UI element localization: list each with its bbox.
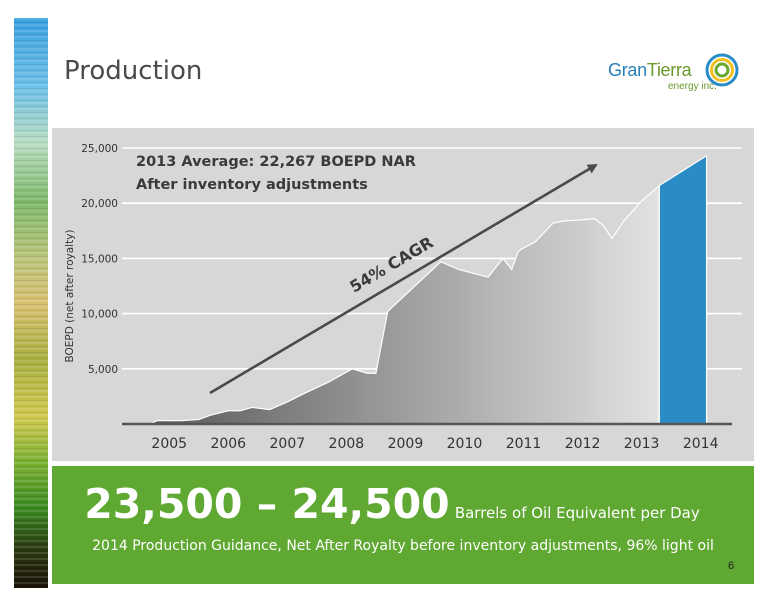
company-logo: GranTierra energy inc. [606,50,739,100]
logo-text-tierra: Tierra [646,60,692,80]
guidance-headline: 23,500 – 24,500 Barrels of Oil Equivalen… [72,480,712,528]
guidance-number: 23,500 – 24,500 [84,480,450,528]
y-tick-label: 5,000 [88,364,118,376]
decorative-stripe [14,18,48,588]
y-tick-label: 15,000 [81,253,118,265]
x-tick-label: 2005 [151,436,187,452]
y-tick-label: 25,000 [81,143,118,155]
x-tick-label: 2007 [270,436,306,452]
page-number: 6 [728,560,735,572]
y-tick-label: 20,000 [81,198,118,210]
production-chart: 5,000 10,000 15,000 20,000 25,000 2005 2006 200… [64,143,742,452]
area-2014-guidance [658,154,708,425]
guidance-unit: Barrels of Oil Equivalent per Day [454,504,700,522]
logo-rings-icon [705,53,739,87]
chart-panel: 5,000 10,000 15,000 20,000 25,000 2005 2006 200… [52,128,754,461]
x-tick-label: 2013 [624,436,660,452]
area-historical-series [150,184,660,425]
x-tick-label: 2011 [506,436,542,452]
logo-text-gran: Gran [608,60,647,80]
x-tick-label: 2009 [388,436,424,452]
y-tick-label: 10,000 [81,309,118,321]
x-tick-label: 2010 [447,436,483,452]
logo-text: GranTierra [608,60,692,81]
x-tick-label: 2014 [683,436,719,452]
x-tick-label: 2012 [565,436,601,452]
page-title: Production [64,56,203,86]
annotation-2013-average: 2013 Average: 22,267 BOEPD NAR [136,154,416,170]
x-tick-label: 2008 [329,436,365,452]
logo-subtitle: energy inc. [668,81,717,92]
annotation-inventory: After inventory adjustments [136,177,368,193]
cagr-arrow [209,163,598,395]
x-tick-label: 2006 [210,436,246,452]
guidance-box [52,466,754,584]
y-axis-label: BOEPD (net after royalty) [64,229,76,362]
guidance-subline: 2014 Production Guidance, Net After Roya… [92,538,714,554]
